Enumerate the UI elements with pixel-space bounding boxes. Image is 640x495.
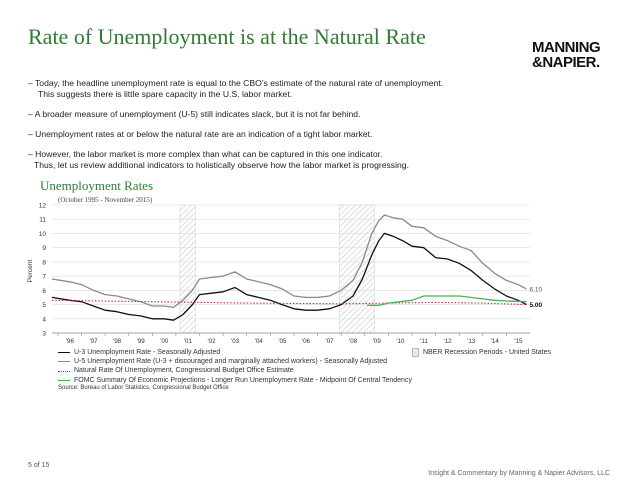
y-tick-label: 11: [39, 217, 46, 224]
recession-band: [179, 204, 196, 334]
legend-label: NBER Recession Periods - United States: [423, 349, 551, 356]
x-tick-label: '05: [278, 338, 287, 345]
x-tick-label: '15: [514, 338, 523, 345]
x-tick-label: '06: [302, 338, 311, 345]
end-label-u3: 5.00: [529, 302, 542, 309]
bullet-line: Thus, let us review additional indicator…: [34, 160, 409, 170]
y-tick-label: 7: [42, 274, 46, 281]
bullet-item: – Today, the headline unemployment rate …: [28, 78, 588, 100]
logo-line-2: &NAPIER.: [532, 54, 600, 71]
legend-item-u3: U-3 Unemployment Rate - Seasonally Adjus…: [58, 348, 412, 357]
y-tick-label: 6: [42, 288, 46, 295]
x-tick-label: '97: [89, 338, 98, 345]
company-logo: MANNING &NAPIER.: [532, 40, 622, 70]
bullet-line: – A broader measure of unemployment (U-5…: [28, 109, 361, 119]
bullet-item: – A broader measure of unemployment (U-5…: [28, 109, 588, 120]
bullet-line: – However, the labor market is more comp…: [28, 149, 383, 159]
bullet-line: This suggests there is little spare capa…: [38, 89, 293, 99]
x-tick-label: '96: [66, 338, 75, 345]
logo-line-1: MANNING: [532, 39, 601, 56]
x-tick-label: '04: [255, 338, 264, 345]
footer-text: Insight & Commentary by Manning & Napier…: [428, 470, 610, 477]
y-tick-label: 10: [39, 231, 47, 238]
chart-title: Unemployment Rates: [40, 178, 154, 193]
recession-band: [339, 204, 375, 334]
page-number: 5 of 15: [28, 462, 50, 469]
recession-swatch: [412, 348, 419, 357]
x-tick-label: '11: [420, 338, 428, 345]
x-tick-label: '98: [113, 338, 122, 345]
legend-swatch: [58, 370, 70, 372]
legend-item-natural-rate: Natural Rate Of Unemployment, Congressio…: [58, 366, 412, 375]
y-tick-label: 12: [39, 203, 47, 210]
x-tick-label: '07: [326, 338, 335, 345]
chart-subtitle: (October 1995 - November 2015): [58, 196, 153, 204]
y-tick-label: 9: [42, 245, 46, 252]
x-tick-label: '08: [349, 338, 358, 345]
legend-swatch: [58, 379, 70, 381]
y-tick-label: 5: [42, 302, 46, 309]
legend-label: U-5 Unemployment Rate (U-3 + discouraged…: [74, 358, 388, 366]
x-tick-label: '02: [207, 338, 216, 345]
bullet-line: – Unemployment rates at or below the nat…: [28, 129, 373, 139]
x-tick-label: '13: [467, 338, 476, 345]
x-tick-label: '12: [444, 338, 453, 345]
y-axis-label: Percent: [27, 260, 34, 283]
legend-label: FOMC Summary Of Economic Projections - L…: [74, 376, 412, 384]
legend-item-recession: NBER Recession Periods - United States: [412, 348, 551, 357]
bullet-item: – Unemployment rates at or below the nat…: [28, 129, 588, 140]
x-tick-label: '03: [231, 338, 240, 345]
unemployment-chart: (October 1995 - November 2015) 3 4 5 6 7 8 9 10 1…: [27, 196, 542, 345]
y-tick-label: 4: [42, 316, 46, 323]
x-tick-label: '10: [396, 338, 405, 345]
chart-legend: U-3 Unemployment Rate - Seasonally Adjus…: [58, 348, 412, 385]
x-tick-label: '14: [491, 338, 500, 345]
bullet-list: – Today, the headline unemployment rate …: [28, 78, 588, 180]
legend-label: U-3 Unemployment Rate - Seasonally Adjus…: [74, 349, 221, 356]
legend-item-fomc: FOMC Summary Of Economic Projections - L…: [58, 376, 412, 385]
legend-label: Natural Rate Of Unemployment, Congressio…: [74, 367, 294, 375]
x-tick-label: '01: [184, 338, 193, 345]
legend-swatch: [58, 352, 70, 354]
u3-line: [51, 232, 527, 321]
x-tick-label: '99: [137, 338, 146, 345]
y-tick-label: 3: [42, 331, 46, 338]
chart-source: Source: Bureau of Labor Statistics, Cong…: [58, 385, 229, 391]
legend-item-u5: U-5 Unemployment Rate (U-3 + discouraged…: [58, 357, 412, 366]
end-label-u5: 6.10: [529, 286, 542, 293]
bullet-line: – Today, the headline unemployment rate …: [28, 78, 444, 88]
x-tick-label: '09: [373, 338, 382, 345]
y-tick-label: 8: [42, 259, 46, 266]
x-tick-label: '00: [160, 338, 169, 345]
natural-rate-line: [51, 299, 527, 306]
page-title: Rate of Unemployment is at the Natural R…: [28, 24, 426, 49]
legend-swatch: [58, 361, 70, 363]
fomc-line: [367, 295, 527, 306]
bullet-item: – However, the labor market is more comp…: [28, 149, 588, 171]
u5-line: [51, 214, 527, 309]
